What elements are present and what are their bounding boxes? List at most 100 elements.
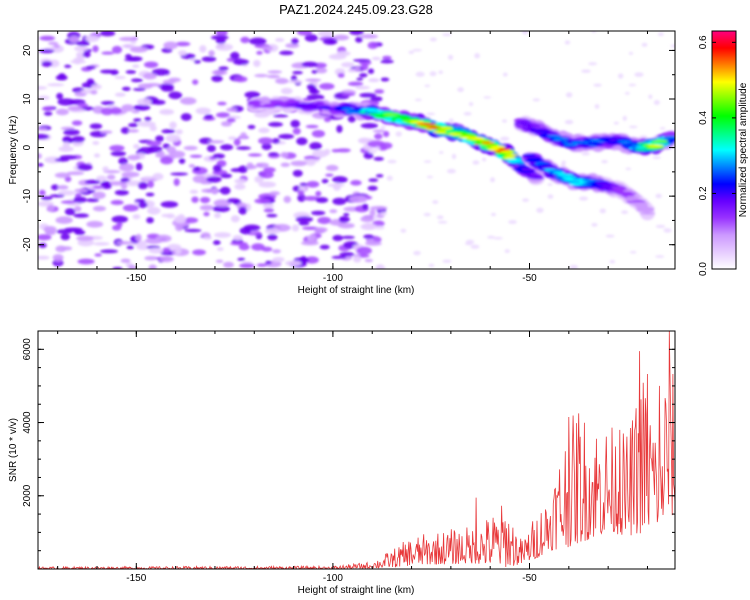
- noise-blob: [350, 180, 362, 186]
- noise-blob: [116, 241, 133, 245]
- ridge-blob: [487, 148, 502, 151]
- noise-blob: [119, 36, 137, 42]
- noise-blob: [423, 212, 431, 217]
- ridge-blob: [527, 174, 544, 177]
- noise-blob: [368, 78, 380, 83]
- noise-blob: [291, 38, 299, 45]
- ridge-blob: [407, 117, 420, 121]
- noise-blob: [127, 154, 141, 161]
- noise-blob: [256, 263, 267, 267]
- noise-blob: [92, 191, 106, 199]
- noise-blob: [308, 234, 317, 242]
- noise-blob: [160, 201, 179, 208]
- noise-blob: [77, 258, 95, 265]
- snr-x-ticks: -150 -100 -50: [57, 331, 648, 584]
- spectrogram-x-label: Height of straight line (km): [298, 285, 415, 296]
- noise-blob: [130, 40, 137, 44]
- noise-blob: [591, 223, 598, 227]
- noise-blob: [641, 42, 648, 47]
- noise-blob: [336, 124, 343, 133]
- ridge-blob: [587, 142, 601, 145]
- noise-blob: [201, 56, 217, 62]
- noise-blob: [211, 75, 223, 83]
- noise-blob: [100, 101, 115, 106]
- noise-blob: [131, 110, 140, 114]
- ridge-blob: [409, 120, 425, 124]
- colorbar-label: Normalized spectral amplitude: [738, 82, 749, 217]
- noise-blob: [474, 53, 480, 59]
- ridge-blob: [258, 105, 272, 109]
- noise-blob: [101, 51, 115, 55]
- noise-blob: [215, 31, 228, 37]
- noise-blob: [358, 137, 371, 144]
- noise-blob: [306, 181, 320, 188]
- noise-blob: [214, 212, 221, 219]
- noise-blob: [297, 194, 306, 202]
- noise-blob: [180, 113, 192, 121]
- noise-blob: [38, 234, 52, 241]
- noise-blob: [135, 162, 143, 171]
- colorbar-tick-label: 0.4: [698, 111, 709, 125]
- noise-blob: [261, 143, 272, 151]
- ridge-blob: [530, 177, 545, 180]
- noise-blob: [102, 166, 109, 172]
- noise-blob: [508, 220, 517, 224]
- noise-blob: [125, 70, 137, 74]
- noise-blob: [522, 31, 529, 35]
- noise-blob: [657, 32, 664, 36]
- noise-blob: [368, 178, 379, 183]
- noise-blob: [306, 94, 325, 101]
- noise-blob: [141, 176, 153, 180]
- noise-blob: [439, 151, 444, 154]
- noise-blob: [629, 250, 637, 254]
- noise-blob: [64, 208, 76, 216]
- noise-blob: [94, 253, 102, 257]
- ridge-blob: [664, 135, 675, 139]
- noise-blob: [56, 92, 64, 100]
- noise-blob: [66, 171, 85, 176]
- noise-blob: [204, 114, 214, 120]
- y-tick-label: 10: [22, 93, 33, 105]
- noise-blob: [329, 209, 338, 214]
- snr-frame: [37, 330, 676, 570]
- noise-blob: [212, 153, 225, 159]
- noise-blob: [74, 188, 89, 193]
- colorbar: 0.0 0.2 0.4 0.6 Normalized spectral amplitu…: [698, 30, 749, 276]
- noise-blob: [370, 96, 383, 102]
- noise-blob: [69, 35, 80, 43]
- noise-blob: [363, 152, 374, 159]
- spectrogram-y-ticks: -20 -10 0 10 20: [22, 44, 675, 270]
- ridge-blob: [432, 130, 447, 134]
- noise-blob: [52, 254, 64, 262]
- noise-blob: [228, 136, 237, 140]
- noise-blob: [278, 133, 295, 140]
- noise-blob: [149, 125, 157, 132]
- ridge-blob: [490, 145, 506, 149]
- noise-blob: [457, 87, 464, 93]
- noise-blob: [151, 68, 170, 76]
- ridge-blob: [518, 170, 535, 173]
- noise-blob: [353, 255, 362, 263]
- noise-blob: [482, 157, 487, 162]
- noise-blob: [428, 263, 435, 268]
- ridge-blob: [626, 195, 640, 198]
- noise-blob: [76, 40, 90, 47]
- ridge-blob: [481, 141, 495, 144]
- noise-blob: [146, 217, 154, 224]
- noise-blob: [121, 104, 135, 112]
- noise-blob: [292, 70, 303, 75]
- noise-blob: [341, 92, 356, 97]
- noise-blob: [174, 247, 182, 255]
- noise-blob: [89, 123, 103, 130]
- noise-blob: [271, 138, 281, 144]
- noise-blob: [57, 98, 76, 106]
- noise-blob: [273, 114, 289, 118]
- noise-blob: [161, 129, 176, 134]
- noise-blob: [295, 216, 314, 223]
- noise-blob: [360, 34, 379, 39]
- noise-blob: [447, 54, 454, 60]
- noise-blob: [655, 255, 665, 258]
- noise-blob: [64, 64, 72, 69]
- noise-blob: [85, 198, 100, 203]
- noise-blob: [356, 77, 364, 81]
